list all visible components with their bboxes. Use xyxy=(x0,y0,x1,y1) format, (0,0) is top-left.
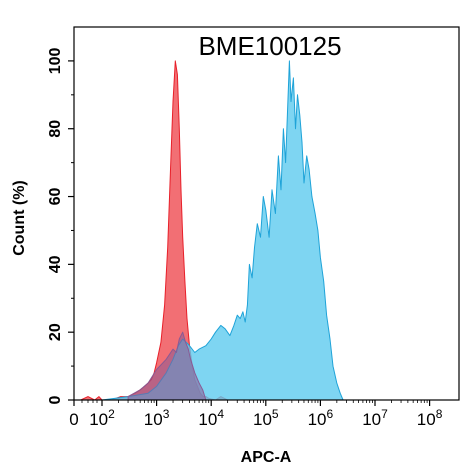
histogram-series-2 xyxy=(80,60,344,401)
series-layer xyxy=(80,60,344,401)
x-tick-label: 103 xyxy=(144,407,170,429)
axes xyxy=(73,26,460,401)
x-tick-label: 106 xyxy=(308,407,334,429)
y-tick-label: 80 xyxy=(47,120,64,138)
tick-layer: 0 20 40 60 80 100 0 102 103 104 105 106 107 108 xyxy=(47,47,442,429)
y-tick-label: 60 xyxy=(47,188,64,206)
plot-frame xyxy=(73,26,460,401)
histogram-series-3 xyxy=(127,331,207,401)
y-tick-label: 40 xyxy=(47,255,64,273)
chart-title: BME100125 xyxy=(198,31,341,61)
x-axis-label: APC-A xyxy=(241,449,292,466)
x-tick-label: 107 xyxy=(362,407,388,429)
y-tick-label: 20 xyxy=(47,323,64,341)
x-tick-label: 105 xyxy=(253,407,279,429)
x-tick-label: 0 xyxy=(69,410,78,429)
x-tick-label: 102 xyxy=(89,407,115,429)
y-axis-label: Count (%) xyxy=(11,180,28,256)
x-tick-label: 104 xyxy=(198,407,224,429)
y-tick-label: 100 xyxy=(47,47,64,74)
x-tick-label: 108 xyxy=(417,407,443,429)
y-tick-label: 0 xyxy=(47,395,64,404)
